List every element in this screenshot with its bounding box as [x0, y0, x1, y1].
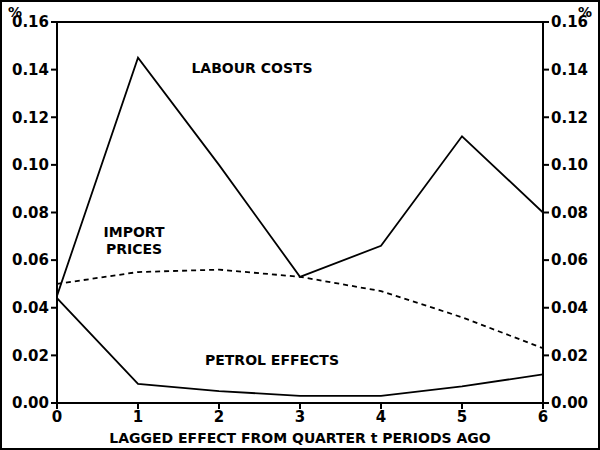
svg-text:0.10: 0.10	[12, 156, 49, 174]
svg-text:5: 5	[457, 408, 467, 426]
svg-text:0.02: 0.02	[12, 347, 49, 365]
svg-text:LAGGED EFFECT FROM QUARTER t P: LAGGED EFFECT FROM QUARTER t PERIODS AGO	[109, 430, 491, 446]
svg-text:0: 0	[52, 408, 62, 426]
svg-text:3: 3	[295, 408, 305, 426]
svg-text:0.08: 0.08	[551, 204, 588, 222]
svg-text:0.06: 0.06	[12, 251, 49, 269]
svg-text:0.02: 0.02	[551, 347, 588, 365]
html-text:IMPORT PRICES: IMPORT PRICES	[103, 224, 165, 257]
svg-text:0.14: 0.14	[12, 61, 49, 79]
svg-text:0.16: 0.16	[551, 13, 588, 32]
html-text:LABOUR COSTS: LABOUR COSTS	[191, 60, 313, 76]
svg-text:1: 1	[133, 408, 143, 426]
svg-text:0.12: 0.12	[551, 109, 588, 127]
svg-text:0.14: 0.14	[551, 61, 588, 79]
html-text:PETROL EFFECTS: PETROL EFFECTS	[205, 352, 339, 368]
svg-text:0.06: 0.06	[551, 251, 588, 269]
svg-text:0.04: 0.04	[12, 299, 49, 317]
svg-text:0.16: 0.16	[12, 13, 49, 32]
svg-text:0.12: 0.12	[12, 109, 49, 127]
svg-text:2: 2	[214, 408, 224, 426]
svg-text:0.00: 0.00	[551, 394, 588, 412]
svg-text:0.10: 0.10	[551, 156, 588, 174]
svg-text:0.04: 0.04	[551, 299, 588, 317]
svg-text:4: 4	[376, 408, 386, 426]
svg-text:6: 6	[538, 408, 548, 426]
svg-text:0.00: 0.00	[12, 394, 49, 412]
svg-text:0.08: 0.08	[12, 204, 49, 222]
